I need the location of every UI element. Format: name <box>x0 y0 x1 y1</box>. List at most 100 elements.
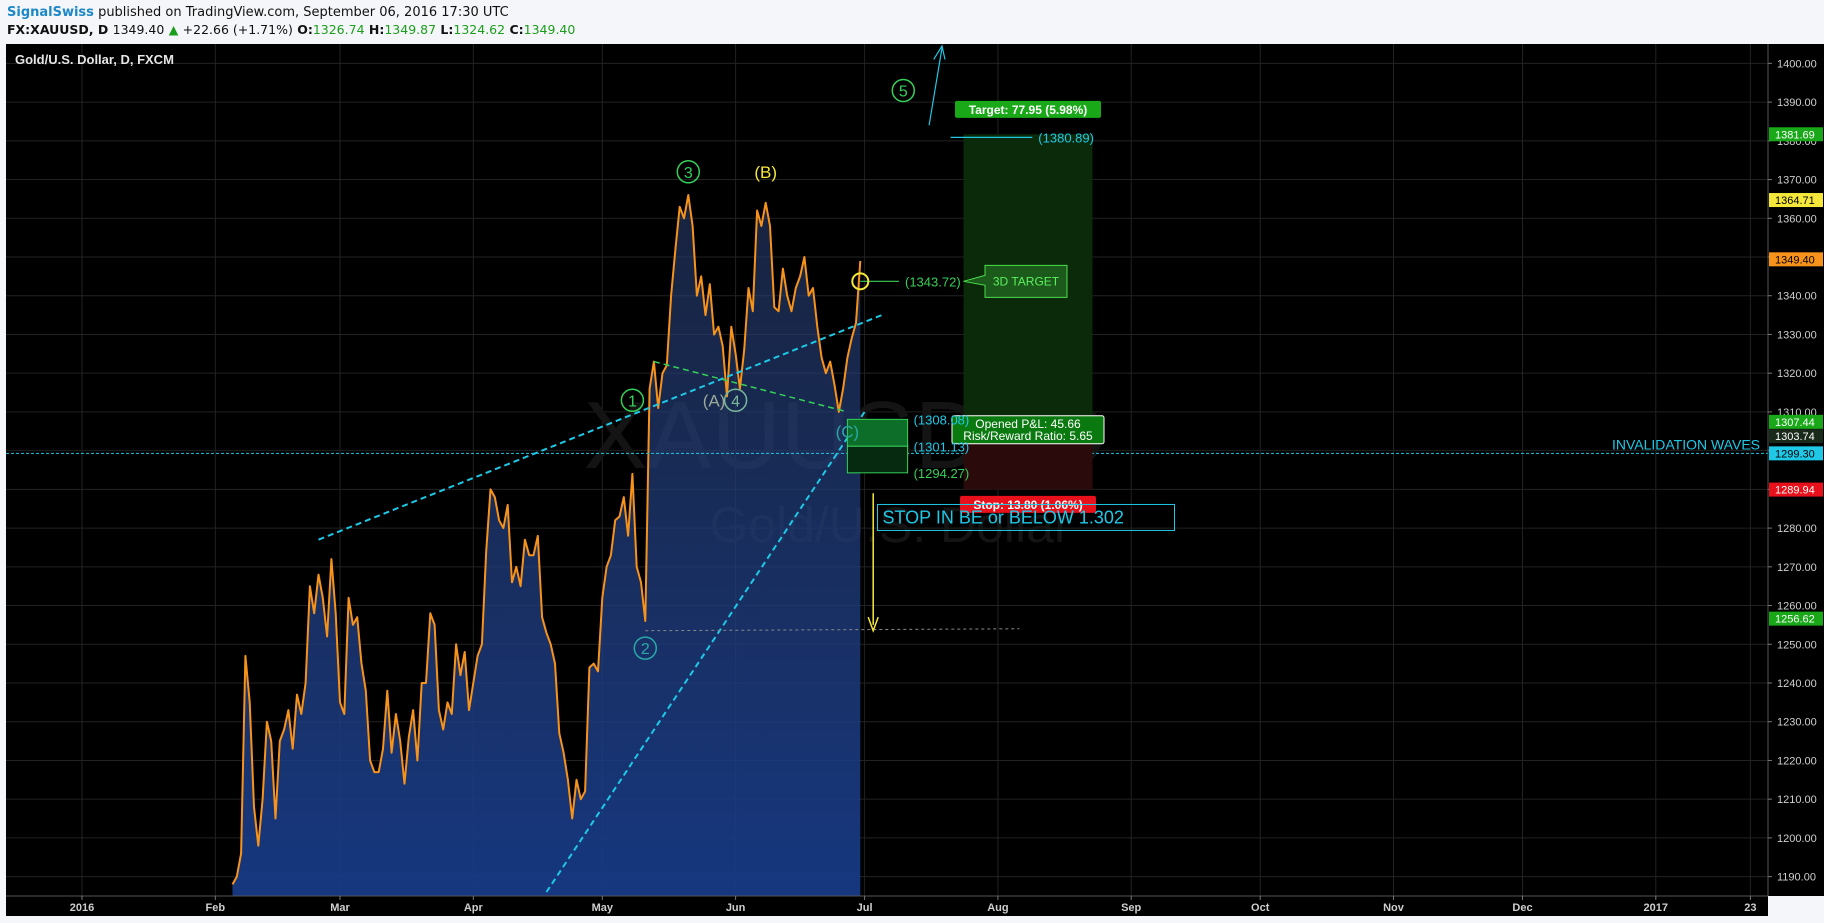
close-label: C: <box>509 22 524 37</box>
price-tick-label: 1390.00 <box>1777 97 1817 109</box>
price-tick-label: 1330.00 <box>1777 329 1817 341</box>
price-tag-label: 1307.44 <box>1775 417 1815 429</box>
publish-bar: SignalSwiss published on TradingView.com… <box>0 0 1824 44</box>
price-area <box>231 194 862 896</box>
time-tick-label: Feb <box>206 902 226 914</box>
level-label: (1308.08) <box>914 412 970 427</box>
stop-note-box <box>877 503 1175 531</box>
entry-zone-upper <box>846 418 909 447</box>
price-tag-label: 1381.69 <box>1775 129 1815 141</box>
published-text: published on TradingView.com, September … <box>98 5 509 20</box>
pnl-label: Opened P&L: 45.66 <box>975 417 1081 431</box>
price-tag-box <box>1769 127 1823 142</box>
grid-lines <box>6 44 1768 896</box>
target-label-box <box>955 100 1101 118</box>
price-tag-box <box>1769 252 1823 267</box>
publish-line: SignalSwiss published on TradingView.com… <box>7 5 509 20</box>
wave-label: 5 <box>899 83 908 100</box>
quote-line: FX:XAUUSD, D 1349.40 ▲ +22.66 (+1.71%) O… <box>7 22 575 37</box>
time-tick-label: 23 <box>1744 902 1756 914</box>
down-arrow-icon <box>867 616 879 633</box>
price-tag-label: 1303.74 <box>1775 431 1815 443</box>
wave-label: 4 <box>731 393 740 410</box>
price-tick-label: 1360.00 <box>1777 213 1817 225</box>
price-axis-bg <box>1768 44 1824 896</box>
price-tag-label: 1256.62 <box>1775 614 1815 626</box>
price-axis[interactable]: 1190.00 1200.00 1210.00 1220.00 1230.00 1240.… <box>1767 44 1824 896</box>
time-tick-label: Nov <box>1383 902 1405 914</box>
wave-label: 2 <box>641 641 650 658</box>
time-tick-label: Apr <box>464 902 484 914</box>
price-tick-label: 1200.00 <box>1777 833 1817 845</box>
entry-zone-lower <box>846 445 909 474</box>
price-tag-box <box>1769 446 1823 461</box>
symbol-label: FX:XAUUSD, D <box>7 22 109 37</box>
high-label: H: <box>368 22 385 37</box>
callout-label: 3D TARGET <box>993 274 1060 288</box>
level-label: (1294.27) <box>914 466 970 481</box>
wave-4-trendline <box>653 360 848 413</box>
drawing-overlays: INVALIDATION WAVES Target: 77.95 (5.98%) S… <box>6 44 1768 893</box>
wave-circle <box>676 160 701 184</box>
position-loss-zone <box>963 436 1093 490</box>
level-label: (1380.89) <box>1038 130 1094 145</box>
time-tick-label: May <box>592 902 614 914</box>
high-value: 1349.87 <box>384 22 437 37</box>
support-dotted-line <box>645 628 1020 632</box>
time-tick-label: Oct <box>1251 902 1270 914</box>
up-arrow-shaft <box>928 47 943 126</box>
level-label: (1343.72) <box>905 274 961 289</box>
author-link[interactable]: SignalSwiss <box>7 5 94 20</box>
level-label: (1301.13) <box>914 439 970 454</box>
price-tick-label: 1220.00 <box>1777 755 1817 767</box>
price-tick-label: 1320.00 <box>1777 368 1817 380</box>
time-tick-label: Jul <box>857 902 873 914</box>
price-tick-label: 1210.00 <box>1777 794 1817 806</box>
time-tick-label: Sep <box>1121 902 1141 914</box>
pnl-box <box>951 415 1105 445</box>
price-tick-label: 1240.00 <box>1777 678 1817 690</box>
price-tag-box <box>1769 193 1823 208</box>
change-arrow-icon: ▲ <box>168 22 179 37</box>
wave-circle <box>723 388 748 413</box>
time-tick-label: Dec <box>1512 902 1532 914</box>
price-tag-box <box>1769 429 1823 444</box>
time-axis[interactable]: 2016 Feb Mar Apr May Jun Jul Aug Sep Oct Nov Dec 201… <box>6 895 1768 916</box>
price-tick-label: 1370.00 <box>1777 175 1817 187</box>
price-tag-label: 1289.94 <box>1775 485 1815 497</box>
time-tick-label: Jun <box>726 902 746 914</box>
wave-label: 1 <box>628 393 637 410</box>
price-tick-label: 1270.00 <box>1777 562 1817 574</box>
price-tick-label: 1340.00 <box>1777 291 1817 303</box>
callout-box <box>963 264 1068 298</box>
wave-label: (A) <box>703 391 726 410</box>
time-tick-label: 2017 <box>1644 902 1668 914</box>
up-arrow-icon <box>933 44 946 60</box>
target-label: Target: 77.95 (5.98%) <box>969 103 1088 117</box>
time-tick-label: 2016 <box>70 902 94 914</box>
invalidation-label: INVALIDATION WAVES <box>1612 436 1760 452</box>
time-axis-bg <box>6 896 1768 916</box>
close-value: 1349.40 <box>523 22 576 37</box>
wave-circle <box>891 78 916 103</box>
stop-note: STOP IN BE or BELOW 1.302 <box>883 507 1124 527</box>
price-tag-label: 1349.40 <box>1775 254 1815 266</box>
change-value: +22.66 (+1.71%) <box>182 22 293 37</box>
price-tag-box <box>1769 414 1823 429</box>
wave-label: (C) <box>836 422 860 441</box>
price-tick-label: 1230.00 <box>1777 717 1817 729</box>
price-tick-label: 1280.00 <box>1777 523 1817 535</box>
price-area-fill <box>232 195 861 896</box>
price-tag-label: 1299.30 <box>1775 448 1815 460</box>
target-circle-icon <box>851 272 870 291</box>
open-value: 1326.74 <box>312 22 365 37</box>
chart-title: Gold/U.S. Dollar, D, FXCM <box>15 52 174 67</box>
wave-circle <box>633 636 658 660</box>
low-label: L: <box>440 22 454 37</box>
wave-label: (B) <box>754 163 777 182</box>
wave-label: 3 <box>684 165 693 182</box>
price-tick-label: 1190.00 <box>1777 872 1816 884</box>
rr-label: Risk/Reward Ratio: 5.65 <box>963 429 1093 443</box>
price-tick-label: 1250.00 <box>1777 639 1817 651</box>
